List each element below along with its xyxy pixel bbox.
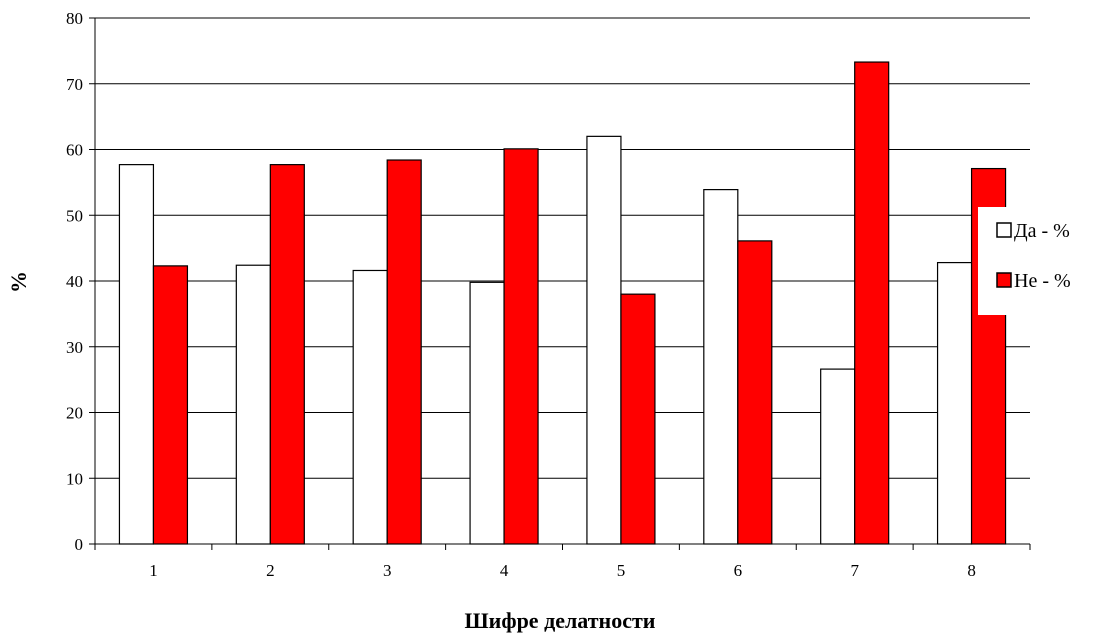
bar-ne-2 bbox=[269, 164, 305, 545]
y-tick-label-40: 40 bbox=[66, 272, 83, 291]
y-tick-label-80: 80 bbox=[66, 9, 83, 28]
x-tick-label-8: 8 bbox=[967, 561, 976, 580]
bar-da-2 bbox=[235, 264, 271, 545]
legend-label-da: Да - % bbox=[1014, 220, 1070, 242]
bar-da-4 bbox=[469, 281, 505, 545]
y-tick-label-50: 50 bbox=[66, 206, 83, 225]
y-tick-label-70: 70 bbox=[66, 75, 83, 94]
bars bbox=[118, 61, 1007, 545]
bar-da-1 bbox=[118, 164, 155, 545]
bar-ne-1 bbox=[152, 265, 189, 545]
legend-label-ne: Не - % bbox=[1014, 270, 1071, 292]
y-tick-label-60: 60 bbox=[66, 141, 83, 160]
x-tick-label-5: 5 bbox=[617, 561, 626, 580]
y-tick-label-0: 0 bbox=[75, 535, 84, 554]
y-tick-labels: 0 10 20 30 40 50 60 70 80 bbox=[66, 9, 95, 554]
x-tick-label-7: 7 bbox=[850, 561, 859, 580]
gridlines bbox=[95, 17, 1030, 479]
x-tick-labels: 1 2 3 4 5 6 7 8 bbox=[94, 544, 1031, 580]
bar-da-8 bbox=[936, 261, 973, 545]
x-tick-label-3: 3 bbox=[383, 561, 392, 580]
y-tick-label-20: 20 bbox=[66, 404, 83, 423]
bar-ne-7 bbox=[854, 61, 890, 545]
bar-ne-4 bbox=[503, 148, 539, 545]
x-tick-label-1: 1 bbox=[149, 561, 158, 580]
bar-da-7 bbox=[820, 368, 856, 545]
bar-da-6 bbox=[703, 189, 739, 545]
bar-ne-3 bbox=[386, 159, 422, 545]
bar-ne-5 bbox=[620, 293, 656, 545]
x-tick-label-4: 4 bbox=[500, 561, 509, 580]
y-tick-label-10: 10 bbox=[66, 469, 83, 488]
y-tick-label-30: 30 bbox=[66, 338, 83, 357]
bar-da-5 bbox=[586, 135, 622, 545]
y-axis-title: % bbox=[6, 271, 31, 293]
bar-ne-6 bbox=[737, 240, 773, 545]
bar-da-3 bbox=[352, 269, 388, 545]
legend-swatch-ne bbox=[996, 272, 1012, 288]
legend: Да - % Не - % bbox=[978, 207, 1094, 315]
x-axis-title: Шифре делатности bbox=[465, 608, 656, 633]
legend-swatch-da bbox=[996, 222, 1012, 238]
x-tick-label-6: 6 bbox=[734, 561, 743, 580]
x-tick-label-2: 2 bbox=[266, 561, 275, 580]
